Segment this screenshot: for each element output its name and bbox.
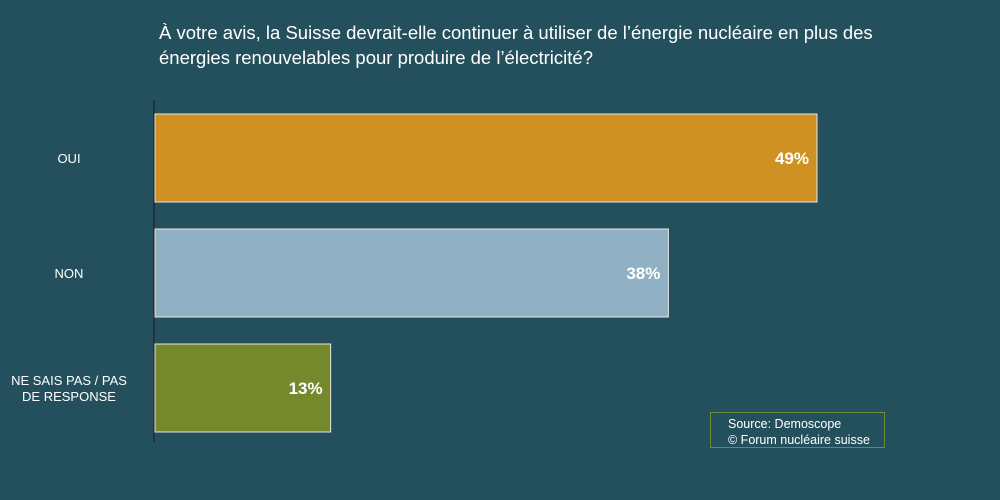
category-label-non: NON	[55, 266, 84, 281]
data-label-ne-sais-pas: 13%	[289, 379, 323, 398]
bar-non	[154, 228, 669, 318]
chart-title-line-2: énergies renouvelables pour produire de …	[159, 47, 593, 68]
bar-ne-sais-pas	[154, 343, 332, 433]
category-label-line: OUI	[57, 151, 80, 166]
category-label-line: DE RESPONSE	[22, 389, 116, 404]
data-label-oui: 49%	[775, 149, 809, 168]
source-text: Source: Demoscope	[728, 417, 842, 431]
data-label-non: 38%	[626, 264, 660, 283]
copyright-text: © Forum nucléaire suisse	[728, 433, 870, 447]
bars-group: 49% OUI 38% NON 13% NE SAIS PAS / PAS DE RESPO…	[11, 113, 818, 433]
category-label-oui: OUI	[57, 151, 80, 166]
category-label-ne-sais-pas: NE SAIS PAS / PAS DE RESPONSE	[11, 373, 127, 404]
source-box: Source: Demoscope © Forum nucléaire suis…	[710, 412, 885, 448]
bar-oui	[154, 113, 818, 203]
chart-title-line-1: À votre avis, la Suisse devrait-elle con…	[159, 22, 873, 43]
chart-title: À votre avis, la Suisse devrait-elle con…	[159, 20, 959, 70]
category-label-line: NE SAIS PAS / PAS	[11, 373, 127, 388]
category-label-line: NON	[55, 266, 84, 281]
